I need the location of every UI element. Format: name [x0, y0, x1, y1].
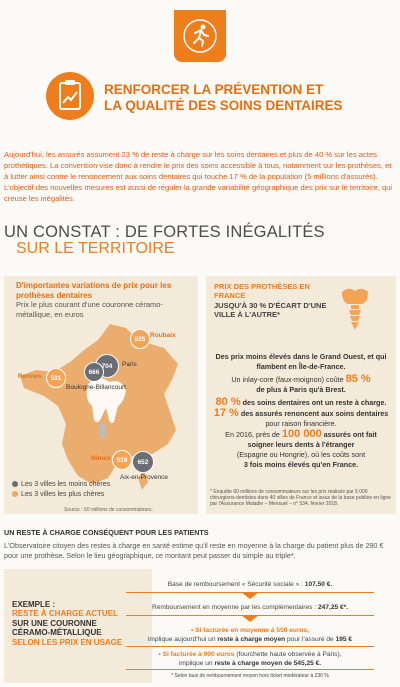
city-label-aix: Aix-en-Provence	[120, 474, 169, 481]
reste-paragraph: L'Observatoire citoyen des restes à char…	[4, 541, 384, 560]
example-panel	[4, 569, 152, 683]
step-550-b: implique aujourd'hui un	[147, 636, 216, 643]
legend-cheres-label: Les 3 villes les plus chères	[21, 491, 105, 498]
city-label-boulogne: Boulogne-Billancourt	[66, 384, 126, 391]
step-550: • Si facturée en moyenne à 550 euros, im…	[126, 626, 374, 644]
legend-dot-orange	[12, 491, 18, 498]
step-base-value: 107,50 €.	[304, 581, 333, 588]
legend-cheres: Les 3 villes les plus chères	[12, 491, 104, 498]
stat-2016-a: En 2016, près de	[225, 430, 280, 439]
city-marker-roubaix: 525	[130, 329, 150, 349]
example-label: EXEMPLE : RESTE À CHARGE ACTUEL SUR UNE …	[12, 600, 148, 647]
divider	[126, 646, 374, 647]
map-subtitle: Prix le plus courant d'une couronne céra…	[16, 300, 163, 319]
map-title: D'importantes variations de prix pour le…	[16, 281, 172, 300]
city-label-roubaix: Roubaix	[150, 332, 176, 339]
chevron-down-icon	[241, 615, 259, 622]
map-source: Source : 60 millions de consommateurs.	[64, 507, 153, 513]
stat-inlay-value: 85 %	[345, 373, 371, 385]
step-comp-value: 247,25 €*.	[317, 604, 349, 611]
city-label-paris: Paris	[122, 361, 137, 368]
stats-text: Des prix moins élevés dans le Grand Oues…	[206, 352, 396, 470]
step-550-a: • Si facturée en moyenne à 550 euros,	[190, 627, 310, 634]
step-footnote: * Selon taux de remboursement moyen hors…	[171, 673, 329, 679]
stat-2016-value: 100 000	[281, 428, 322, 440]
step-comp-text: Remboursement en moyenne par les complém…	[151, 604, 317, 611]
city-label-rennes: Rennes	[18, 373, 42, 380]
legend-moins-cheres: Les 3 villes les moins chères	[12, 481, 110, 488]
step-550-c: reste à charge moyen	[217, 636, 286, 643]
tooth-implant-icon	[342, 288, 368, 330]
stat-inlay-a: Un inlay-core (faux-moignon) coûte	[231, 375, 344, 384]
example-l1: EXEMPLE :	[12, 600, 56, 609]
example-l5: SELON LES PRIX EN USAGE	[12, 637, 123, 647]
stats-footnote: * Enquête 60 millions de consommateurs s…	[210, 489, 391, 507]
step-900-c: implique un	[178, 660, 213, 667]
city-marker-aix: 652	[132, 451, 154, 473]
step-900-b: (fourchette haute observée à Paris),	[236, 651, 342, 658]
france-map	[20, 324, 178, 490]
city-marker-rennes: 531	[46, 368, 66, 388]
stats-panel	[206, 276, 396, 514]
step-900-a: • Si facturée à 900 euros	[158, 651, 235, 658]
example-l3: SUR UNE COURONNE	[12, 618, 97, 628]
city-label-nimes: Nîmes	[91, 455, 111, 462]
section-badge	[174, 10, 226, 62]
example-l2: RESTE À CHARGE ACTUEL	[12, 609, 118, 619]
stat-2016-e: 3 fois moins élevés qu'en France.	[243, 460, 359, 469]
example-l4: CÉRAMO-MÉTALLIQUE	[12, 628, 102, 638]
page-title: RENFORCER LA PRÉVENTION ET LA QUALITÉ DE…	[104, 82, 343, 113]
step-900-e: de 545,25 €.	[284, 660, 322, 667]
step-550-d: pour l'assuré de	[287, 636, 334, 643]
chevron-down-icon	[241, 592, 259, 599]
step-base-text: Base de remboursement « Sécurité sociale…	[167, 581, 303, 588]
step-550-e: 195 €	[335, 636, 353, 643]
stat-17-value: 17 %	[213, 407, 239, 419]
intro-paragraph: Aujourd'hui, les assurés assument 23 % d…	[4, 150, 393, 203]
stat-2016-d: (Espagne ou Hongrie), où les coûts sont	[236, 450, 366, 459]
step-900-d: reste à charge moyen	[214, 660, 283, 667]
city-marker-nimes: 519	[112, 450, 132, 470]
divider	[126, 669, 374, 670]
stat-17-suffix: pour raison financière.	[265, 419, 337, 428]
step-base: Base de remboursement « Sécurité sociale…	[126, 580, 374, 589]
section-subtitle: SUR LE TERRITOIRE	[16, 240, 175, 257]
stat-inlay-c: de plus à Paris qu'à Brest.	[256, 385, 346, 394]
stat-80-value: 80 %	[215, 396, 241, 408]
step-complementaires: Remboursement en moyenne par les complém…	[126, 603, 374, 612]
stat-80-text: des soins dentaires ont un reste à charg…	[242, 398, 387, 407]
runner-icon	[183, 19, 217, 53]
stat-2016-c: assurés ont fait soigner leurs dents à l…	[247, 430, 377, 449]
legend-moins-label: Les 3 villes les moins chères	[21, 481, 111, 488]
legend-dot-grey	[12, 481, 18, 488]
reste-title: UN RESTE À CHARGE CONSÉQUENT POUR LES PA…	[4, 528, 209, 537]
section-title: UN CONSTAT : DE FORTES INÉGALITÉS	[4, 223, 325, 241]
stats-title: PRIX DES PROTHÈSES EN FRANCE	[214, 282, 310, 300]
step-900: • Si facturée à 900 euros (fourchette ha…	[126, 650, 374, 668]
city-marker-boulogne: 666	[84, 362, 104, 382]
stat-17-text: des assurés renoncent aux soins dentaire…	[240, 409, 389, 418]
stat-grand-ouest: Des prix moins élevés dans le Grand Oues…	[215, 352, 387, 371]
stats-subtitle: JUSQU'À 30 % D'ÉCART D'UNE VILLE À L'AUT…	[214, 301, 327, 319]
chart-clipboard-icon	[46, 72, 94, 120]
